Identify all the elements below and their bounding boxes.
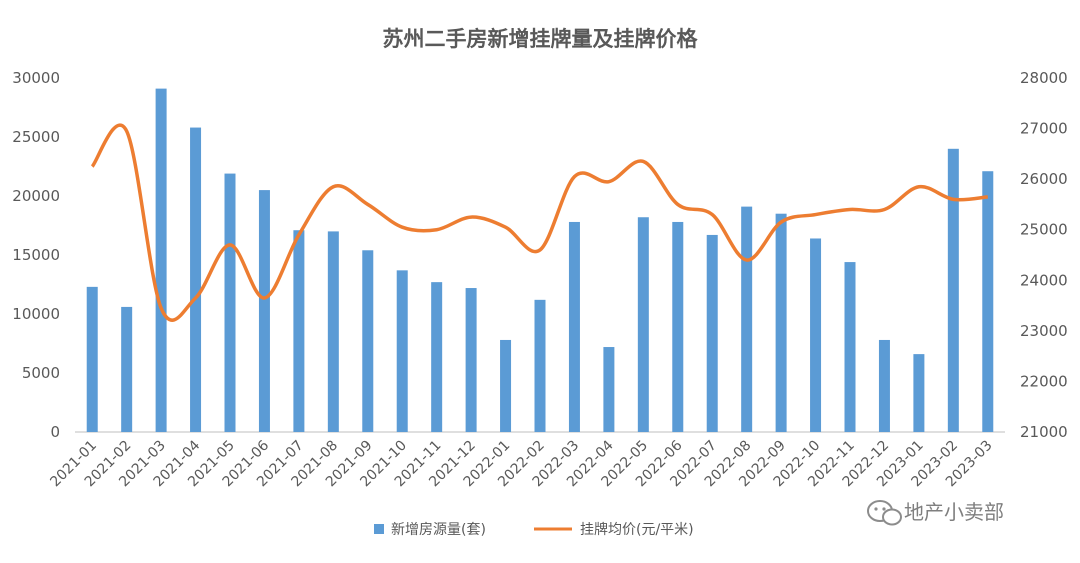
bar-series <box>87 89 994 432</box>
bar <box>87 287 98 432</box>
bar <box>225 174 236 432</box>
bar <box>190 128 201 432</box>
bar <box>259 190 270 432</box>
legend-swatch-bar <box>374 524 384 534</box>
left-tick-label: 25000 <box>12 128 60 146</box>
bar <box>879 340 890 432</box>
legend: 新增房源量(套) 挂牌均价(元/平米) <box>374 521 694 538</box>
left-tick-label: 20000 <box>12 187 60 205</box>
bar <box>845 262 856 432</box>
x-axis: 2021-012021-022021-032021-042021-052021-… <box>47 437 995 490</box>
left-tick-label: 30000 <box>12 69 60 87</box>
legend-label-line: 挂牌均价(元/平米) <box>580 521 694 538</box>
left-tick-label: 5000 <box>22 364 60 382</box>
bar <box>776 214 787 432</box>
left-y-axis: 0 5000 10000 15000 20000 25000 30000 <box>12 69 60 441</box>
right-tick-label: 27000 <box>1020 120 1068 138</box>
right-tick-label: 25000 <box>1020 221 1068 239</box>
bar <box>328 231 339 432</box>
watermark: 地产小卖部 <box>868 500 1004 525</box>
bar <box>638 217 649 432</box>
bar <box>672 222 683 432</box>
bar <box>431 282 442 432</box>
bar <box>603 347 614 432</box>
bar <box>362 250 373 432</box>
left-tick-label: 15000 <box>12 246 60 264</box>
bar <box>948 149 959 432</box>
right-tick-label: 26000 <box>1020 170 1068 188</box>
right-tick-label: 24000 <box>1020 271 1068 289</box>
legend-label-bar: 新增房源量(套) <box>391 522 486 538</box>
bar <box>569 222 580 432</box>
bar <box>466 288 477 432</box>
bar <box>982 171 993 432</box>
bar <box>293 230 304 432</box>
chart-title: 苏州二手房新增挂牌量及挂牌价格 <box>383 27 699 51</box>
bar <box>741 207 752 432</box>
right-y-axis: 21000 22000 23000 24000 25000 26000 27000 28000 <box>1020 69 1068 441</box>
wechat-icon <box>868 501 901 525</box>
bar <box>397 270 408 432</box>
bar <box>913 354 924 432</box>
left-tick-label: 10000 <box>12 305 60 323</box>
watermark-text: 地产小卖部 <box>904 500 1004 524</box>
bar <box>156 89 167 432</box>
bar <box>707 235 718 432</box>
right-tick-label: 23000 <box>1020 322 1068 340</box>
right-tick-label: 28000 <box>1020 69 1068 87</box>
bar <box>500 340 511 432</box>
bar <box>121 307 132 432</box>
right-tick-label: 21000 <box>1020 423 1068 441</box>
left-tick-label: 0 <box>50 423 60 441</box>
bar <box>810 238 821 432</box>
bar <box>535 300 546 432</box>
right-tick-label: 22000 <box>1020 372 1068 390</box>
